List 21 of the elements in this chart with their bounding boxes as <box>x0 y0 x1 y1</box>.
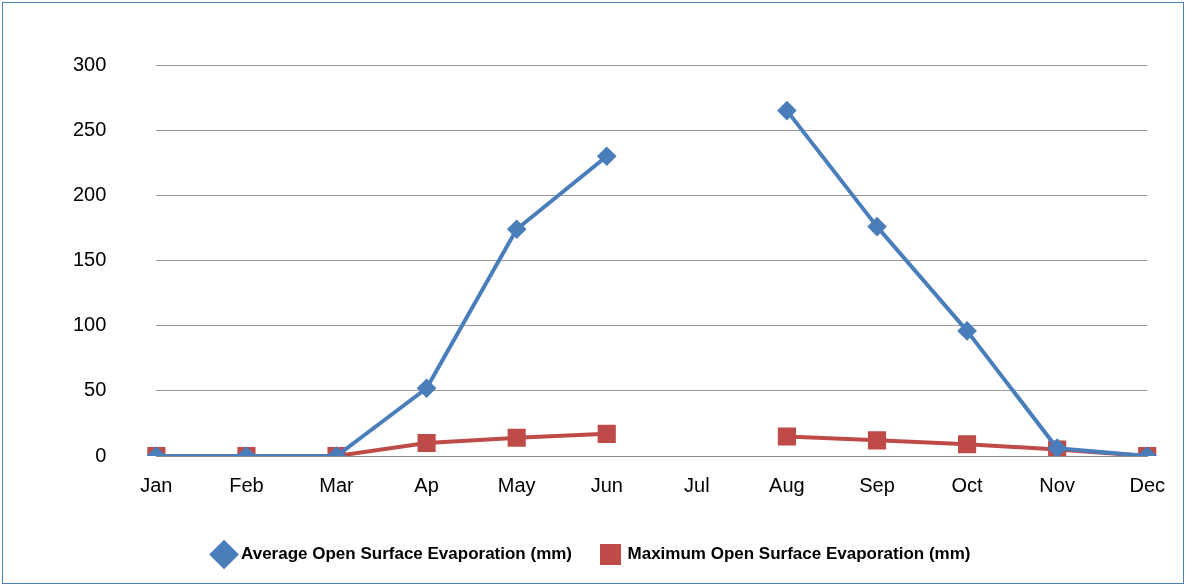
x-tick-label: Mar <box>319 473 355 496</box>
x-tick-label: Jan <box>140 473 173 496</box>
x-tick-label: Jul <box>684 473 710 496</box>
x-tick-label: Jun <box>590 473 623 496</box>
y-tick-label: 50 <box>84 378 107 401</box>
x-tick-label: Aug <box>769 473 805 496</box>
y-tick-label: 0 <box>95 443 107 466</box>
x-tick-label: Ap <box>414 473 439 496</box>
x-tick-label: Dec <box>1129 473 1166 496</box>
x-tick-label: Oct <box>951 473 984 496</box>
y-tick-label: 100 <box>72 313 107 336</box>
x-tick-label: Sep <box>859 473 895 496</box>
x-tick-label: May <box>497 473 536 496</box>
y-tick-label: 300 <box>72 52 107 75</box>
y-tick-label: 150 <box>72 248 107 271</box>
legend-label: Maximum Open Surface Evaporation (mm) <box>627 544 971 564</box>
x-tick-label: Nov <box>1039 473 1075 496</box>
x-tick-label: Feb <box>229 473 264 496</box>
legend-label: Average Open Surface Evaporation (mm) <box>241 544 573 564</box>
y-tick-label: 250 <box>72 117 107 140</box>
y-tick-label: 200 <box>72 182 107 205</box>
